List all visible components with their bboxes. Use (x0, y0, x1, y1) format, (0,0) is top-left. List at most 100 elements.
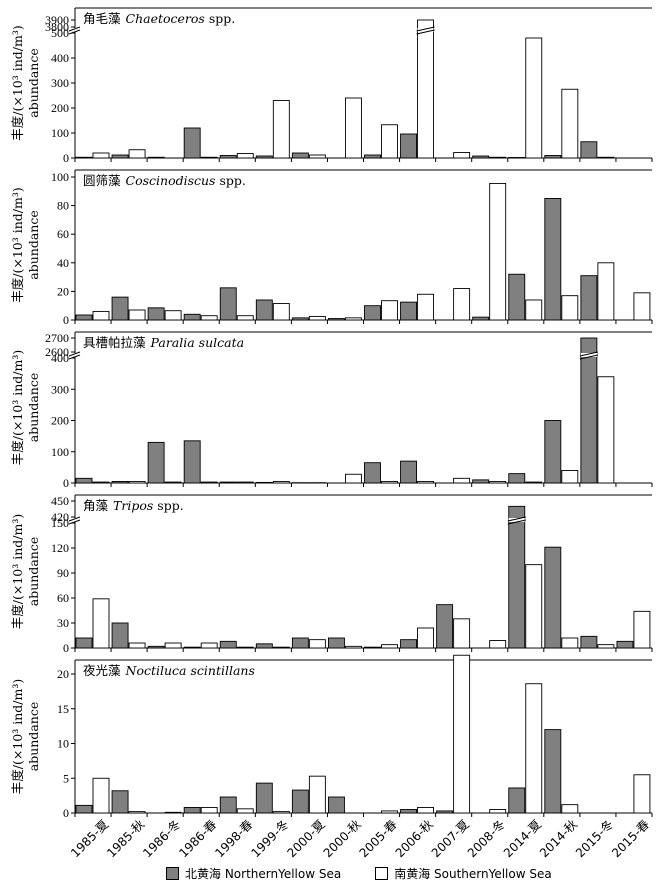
y-tick-label: 0 (63, 806, 69, 820)
bar-southern (344, 317, 362, 321)
y-tick-label: 0 (63, 313, 69, 327)
bar-break-mark (507, 516, 526, 522)
bar-southern (381, 644, 398, 649)
panel-title-cn: 夜光藻 (83, 663, 121, 678)
bar-northern (327, 318, 345, 321)
bar-southern (128, 149, 146, 159)
bar-southern (597, 376, 615, 484)
bar-southern (92, 481, 110, 484)
y-tick-label: 300 (51, 76, 69, 90)
bar-southern (92, 152, 110, 159)
y-tick-label: 20 (57, 284, 69, 298)
bar-southern (200, 642, 218, 649)
bar-southern (128, 480, 146, 484)
bar-southern (561, 637, 579, 649)
bar-northern (255, 155, 273, 159)
bar-northern (508, 505, 526, 649)
y-tick-label: 80 (57, 199, 69, 213)
bar-southern (561, 295, 579, 321)
bar-southern (344, 97, 362, 159)
bar-southern (453, 288, 471, 321)
y-tick-label: 300 (51, 382, 69, 396)
bar-northern (544, 420, 562, 484)
axis-break-gap (71, 518, 79, 522)
x-tick-label: 2008-冬 (464, 817, 508, 861)
legend-label-northern: 北黄海 NorthernYellow Sea (185, 866, 342, 881)
bar-northern (616, 640, 634, 649)
y-axis-label-en: abundance (26, 702, 41, 771)
bar-northern (183, 127, 201, 159)
panel-title: 角藻 Tripos spp. (83, 498, 184, 513)
bar-northern (544, 729, 562, 814)
bar-southern (92, 598, 110, 649)
bar-northern (147, 441, 165, 484)
bar-northern (327, 637, 345, 649)
bar-northern (111, 296, 129, 321)
x-tick-label: 2000-夏 (285, 817, 328, 860)
y-tick-label: 100 (51, 170, 69, 184)
bar-southern (308, 315, 326, 321)
bar-northern (364, 154, 381, 159)
bar-northern (400, 133, 418, 159)
bar-break-gap (580, 353, 597, 357)
bar-southern (489, 480, 507, 484)
y-tick-label: 100 (51, 126, 69, 140)
y-tick-label: 60 (57, 591, 69, 605)
bar-northern (291, 637, 309, 649)
y-axis-label-en: abundance (26, 210, 41, 279)
bar-northern (183, 440, 201, 484)
x-tick-label: 2000-秋 (321, 817, 364, 860)
bar-northern (508, 273, 526, 321)
bar-northern (219, 796, 237, 814)
bar-southern (525, 564, 543, 649)
bar-northern (75, 156, 93, 159)
x-tick-label: 2015-春 (609, 817, 652, 860)
y-axis-label-cn: 丰度/(×10³ ind/m³) (10, 187, 25, 302)
bar-southern (236, 646, 254, 649)
y-tick-label: 420 (51, 510, 69, 524)
bar-southern (272, 100, 290, 159)
x-tick-label: 1985-夏 (68, 817, 111, 860)
bar-southern (633, 610, 651, 649)
bar-southern (561, 88, 579, 159)
bar-southern (525, 683, 543, 814)
axis-break-mark (68, 519, 81, 525)
bar-southern (417, 19, 435, 159)
y-axis-label-en: abundance (26, 48, 41, 117)
chart-panel-5: 0 5 10 15 20 夜光藻 Noctiluca scintillans 丰度/(×10³… (10, 654, 653, 820)
bar-southern (525, 37, 543, 159)
panel-title: 具槽帕拉藻 Paralia sulcata (83, 335, 244, 350)
bar-northern (183, 806, 201, 814)
x-tick-label: 1986-冬 (140, 817, 184, 861)
bar-northern (508, 787, 526, 814)
y-axis-label-en: abundance (26, 373, 41, 442)
panel-title-latin: Tripos (113, 498, 153, 513)
bar-northern (580, 141, 598, 159)
y-tick-label: 0 (63, 476, 69, 490)
bar-southern (272, 811, 290, 814)
panel-title-cn: 角藻 (83, 498, 109, 513)
axis-break-mark (68, 516, 81, 522)
bar-southern (200, 481, 218, 484)
bar-southern (525, 481, 543, 484)
bar-northern (111, 622, 129, 649)
bar-southern (417, 627, 435, 649)
bar-southern (128, 309, 146, 321)
bar-southern (597, 156, 615, 159)
bar-northern (75, 314, 93, 321)
y-tick-label: 0 (63, 151, 69, 165)
bar-southern (272, 480, 290, 484)
bar-northern (400, 460, 418, 484)
bar-northern (219, 640, 237, 649)
bar-southern (525, 299, 543, 321)
bar-northern (436, 604, 454, 649)
panel-title: 圆筛藻 Coscinodiscus spp. (83, 173, 246, 188)
x-tick-label: 2014-夏 (501, 817, 544, 860)
bar-southern (92, 777, 110, 814)
panel-title-cn: 圆筛藻 (83, 173, 121, 188)
bar-northern (544, 155, 562, 159)
y-axis-label-en: abundance (26, 537, 41, 606)
bar-southern (344, 473, 362, 484)
